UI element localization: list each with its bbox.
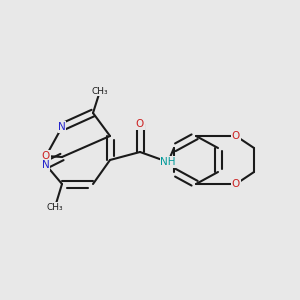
Text: O: O [232, 131, 240, 141]
Text: O: O [136, 119, 144, 129]
Text: O: O [42, 151, 50, 161]
Text: CH₃: CH₃ [47, 202, 63, 211]
Text: O: O [232, 179, 240, 189]
Text: NH: NH [160, 157, 176, 167]
Text: N: N [58, 122, 66, 132]
Text: N: N [42, 160, 50, 170]
Text: CH₃: CH₃ [92, 86, 108, 95]
